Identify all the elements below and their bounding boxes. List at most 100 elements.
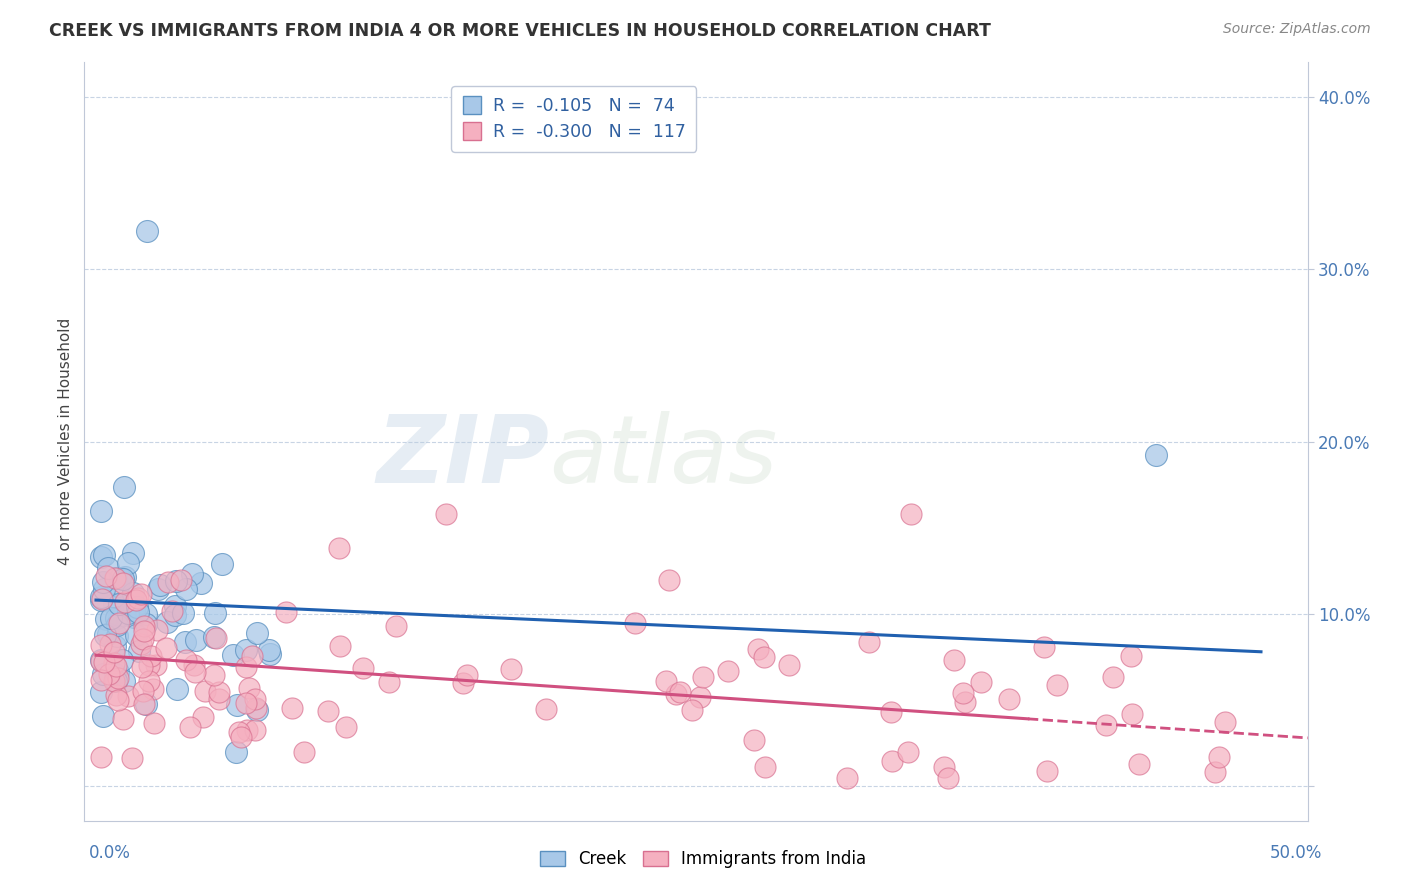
Point (91, 591, 114, 606)
Point (165, 599, 187, 614)
Point (243, 723, 266, 737)
Point (943, 653, 966, 667)
Point (105, 618, 128, 632)
Point (174, 653, 197, 667)
Point (90, 638, 112, 652)
Point (179, 720, 201, 734)
Point (194, 683, 217, 698)
Point (231, 730, 253, 744)
Point (108, 610, 131, 624)
Point (90, 684, 112, 698)
Point (111, 713, 134, 727)
Point (93, 582, 115, 597)
Point (186, 632, 208, 647)
Point (970, 674, 993, 689)
Point (1213, 714, 1236, 729)
Point (936, 771, 959, 785)
Point (316, 704, 339, 718)
Point (1204, 764, 1226, 779)
Point (105, 611, 128, 625)
Point (681, 702, 703, 716)
Point (692, 670, 714, 684)
Point (91, 708, 114, 723)
Point (451, 676, 474, 690)
Point (134, 624, 156, 638)
Point (90, 653, 112, 667)
Point (91, 667, 114, 681)
Point (121, 750, 143, 764)
Point (378, 675, 401, 690)
Text: CREEK VS IMMIGRANTS FROM INDIA 4 OR MORE VEHICLES IN HOUSEHOLD CORRELATION CHART: CREEK VS IMMIGRANTS FROM INDIA 4 OR MORE… (49, 22, 991, 40)
Point (752, 650, 775, 665)
Point (127, 591, 149, 605)
Point (94, 628, 117, 642)
Point (205, 632, 228, 646)
Point (276, 605, 298, 619)
Point (174, 582, 197, 597)
Point (145, 624, 167, 638)
Point (105, 630, 128, 644)
Point (259, 647, 281, 661)
Point (122, 603, 145, 617)
Point (122, 586, 145, 600)
Point (163, 607, 186, 622)
Point (136, 224, 159, 238)
Point (245, 692, 267, 706)
Point (352, 661, 374, 675)
Point (131, 683, 153, 698)
Point (107, 579, 129, 593)
Point (228, 724, 250, 739)
Point (658, 573, 681, 587)
Point (281, 701, 304, 715)
Point (94, 612, 117, 626)
Text: atlas: atlas (550, 411, 778, 502)
Point (103, 645, 125, 659)
Point (105, 571, 128, 585)
Point (665, 687, 688, 701)
Point (90, 655, 112, 669)
Point (329, 639, 352, 653)
Point (111, 572, 134, 586)
Point (624, 616, 647, 631)
Point (132, 632, 155, 647)
Point (1035, 764, 1057, 778)
Point (1121, 706, 1143, 721)
Point (1128, 757, 1150, 772)
Point (125, 628, 148, 642)
Point (208, 685, 231, 699)
Point (998, 692, 1021, 706)
Point (328, 541, 350, 555)
Point (107, 693, 129, 707)
Point (127, 600, 149, 615)
Point (238, 681, 260, 696)
Point (96, 569, 118, 583)
Point (181, 567, 204, 582)
Point (104, 673, 127, 688)
Point (138, 673, 160, 688)
Point (91, 574, 114, 589)
Point (934, 759, 956, 773)
Point (173, 635, 195, 649)
Point (90, 550, 112, 565)
Point (166, 682, 188, 697)
Point (111, 575, 134, 590)
Point (202, 630, 225, 644)
Point (1101, 670, 1123, 684)
Point (778, 658, 800, 673)
Point (104, 571, 127, 585)
Point (145, 657, 167, 672)
Point (90, 673, 112, 688)
Point (202, 668, 225, 682)
Point (97, 626, 120, 640)
Point (104, 666, 127, 681)
Point (132, 619, 155, 633)
Point (138, 658, 160, 673)
Point (103, 597, 125, 611)
Point (107, 671, 129, 685)
Point (1046, 677, 1069, 691)
Point (235, 659, 257, 673)
Point (114, 595, 136, 609)
Point (499, 662, 522, 676)
Point (117, 690, 139, 704)
Point (1032, 640, 1054, 654)
